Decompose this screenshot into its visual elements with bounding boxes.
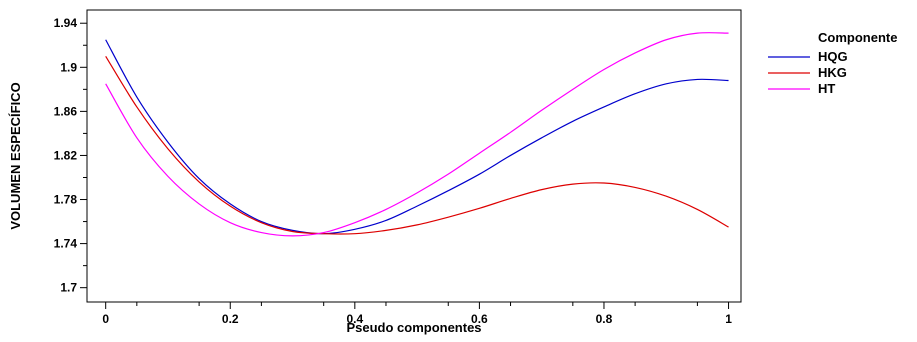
legend-title: Componente bbox=[818, 30, 897, 45]
x-tick-label: 0.4 bbox=[346, 312, 363, 326]
y-tick-label: 1.78 bbox=[54, 193, 78, 207]
y-axis: 1.7 1.74 1.78 1.82 1.86 1.9 1.94 bbox=[54, 16, 87, 295]
y-tick-label: 1.74 bbox=[54, 237, 78, 251]
y-tick-label: 1.7 bbox=[60, 281, 77, 295]
x-axis: 0 0.2 0.4 0.6 0.8 1 bbox=[102, 302, 732, 326]
series-layer bbox=[105, 32, 729, 237]
y-tick-label: 1.94 bbox=[54, 16, 78, 30]
series-line-ht bbox=[105, 32, 729, 237]
x-tick-label: 0.2 bbox=[222, 312, 239, 326]
legend-label-ht: HT bbox=[818, 81, 835, 96]
x-tick-label: 0.6 bbox=[471, 312, 488, 326]
x-tick-label: 1 bbox=[725, 312, 732, 326]
y-tick-label: 1.9 bbox=[60, 60, 77, 74]
y-tick-label: 1.82 bbox=[54, 148, 78, 162]
x-tick-label: 0 bbox=[102, 312, 109, 326]
x-axis-title: Pseudo componentes bbox=[346, 320, 481, 335]
x-tick-label: 0.8 bbox=[596, 312, 613, 326]
legend-label-hkg: HKG bbox=[818, 65, 847, 80]
legend-label-hqg: HQG bbox=[818, 49, 848, 64]
y-tick-label: 1.86 bbox=[54, 104, 78, 118]
series-line-hqg bbox=[105, 39, 729, 235]
plot-frame bbox=[86, 9, 742, 303]
y-axis-title: VOLUMEN ESPECÍFICO bbox=[8, 82, 23, 229]
series-line-hkg bbox=[105, 55, 729, 235]
